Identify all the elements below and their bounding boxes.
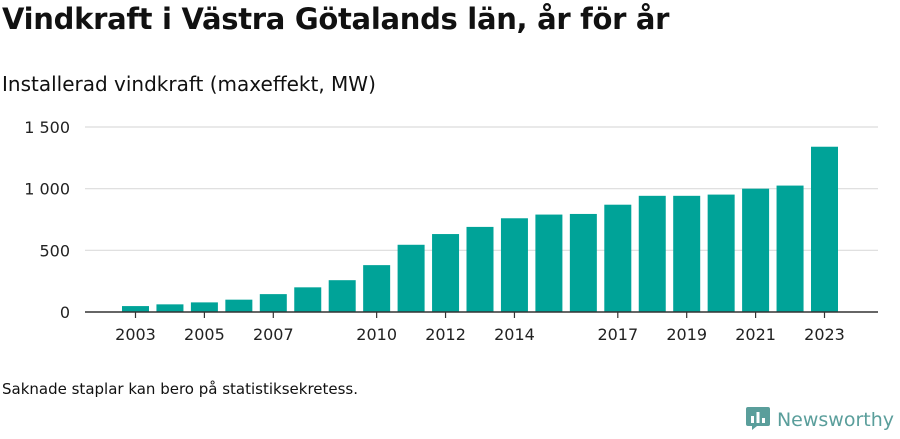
bar-2017	[604, 204, 632, 312]
y-axis-labels: 0 500 1 000 1 500	[24, 118, 70, 322]
bar-2016	[569, 213, 597, 312]
y-tick-label: 500	[39, 241, 70, 260]
x-tick-label: 2014	[494, 325, 535, 344]
bar-2021	[742, 188, 770, 312]
bar-2023	[811, 146, 838, 312]
y-tick-label: 1 000	[24, 180, 70, 199]
bar-2005	[190, 302, 218, 312]
bar-2009	[328, 280, 356, 312]
y-tick-label: 1 500	[24, 118, 70, 137]
bar-2010	[363, 265, 391, 312]
x-axis-labels: 2003 2005 2007 2010 2012 2014 2017 2019 2021 2023	[115, 312, 845, 344]
y-tick-label: 0	[60, 303, 70, 322]
bar-2013	[466, 226, 494, 312]
bar-2008	[294, 287, 322, 312]
x-tick-label: 2010	[356, 325, 397, 344]
bar-2018	[638, 195, 666, 312]
x-tick-label: 2021	[735, 325, 776, 344]
bar-2006	[225, 299, 253, 312]
x-tick-label: 2005	[184, 325, 225, 344]
bar-2020	[707, 194, 735, 312]
newsworthy-logo[interactable]: Newsworthy	[745, 405, 894, 435]
x-tick-label: 2023	[804, 325, 845, 344]
footnote: Saknade staplar kan bero på statistiksek…	[2, 380, 359, 398]
x-tick-label: 2019	[666, 325, 707, 344]
bar-chart-speech-bubble-icon	[745, 405, 771, 435]
x-tick-label: 2003	[115, 325, 156, 344]
x-tick-label: 2017	[597, 325, 638, 344]
bar-2022	[776, 185, 804, 312]
bar-2014	[500, 218, 528, 312]
bar-2007	[259, 294, 287, 312]
bar-2012	[432, 234, 460, 312]
bar-2015	[535, 214, 563, 312]
x-tick-label: 2012	[425, 325, 466, 344]
brand-name: Newsworthy	[776, 409, 894, 431]
x-tick-label: 2007	[253, 325, 294, 344]
bar-2003	[122, 306, 149, 312]
bar-2004	[156, 304, 184, 312]
bar-2011	[397, 244, 425, 312]
bars	[122, 146, 838, 312]
chart-title: Vindkraft i Västra Götalands län, år för…	[2, 2, 670, 36]
chart-subtitle: Installerad vindkraft (maxeffekt, MW)	[2, 72, 376, 96]
bar-2019	[673, 195, 701, 312]
